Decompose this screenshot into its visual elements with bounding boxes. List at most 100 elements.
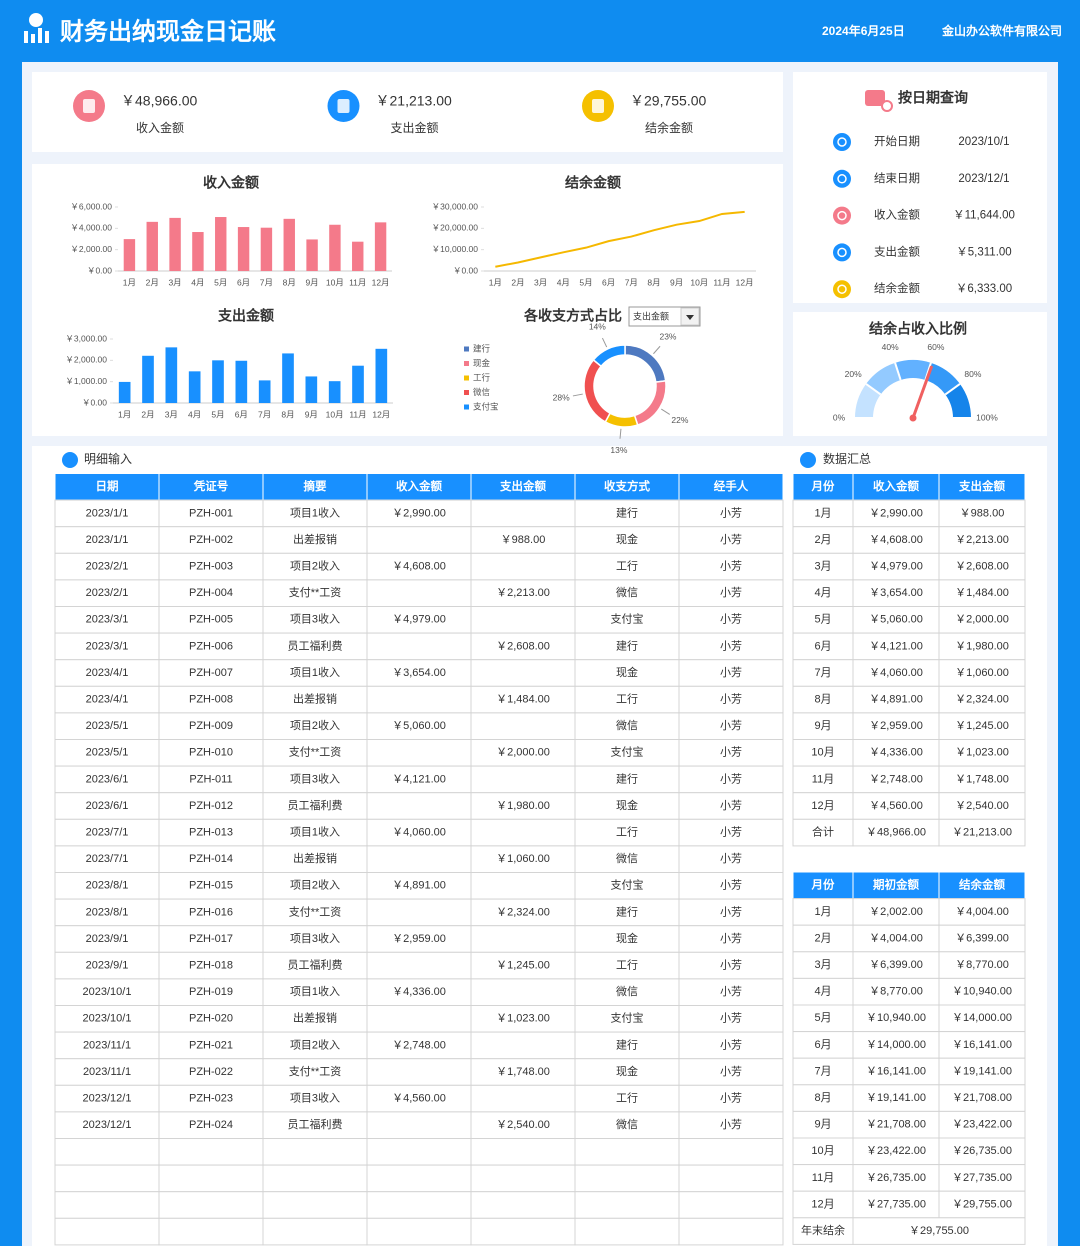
cell-text: 现金 xyxy=(616,931,638,945)
cell-text: 小芳 xyxy=(720,1011,742,1025)
cell-text: 小芳 xyxy=(720,1037,742,1051)
cell-text: 2023/6/1 xyxy=(86,773,129,785)
cell-text: ￥3,654.00 xyxy=(869,587,923,599)
table-cell xyxy=(852,792,940,820)
cell-text: ￥5,060.00 xyxy=(392,720,446,732)
table-cell xyxy=(158,526,264,554)
x-tick-label: 2月 xyxy=(146,277,159,287)
kpi-card xyxy=(32,72,783,152)
table-cell xyxy=(852,924,940,953)
cell-text: 小芳 xyxy=(720,612,742,626)
leader-line xyxy=(572,393,583,397)
x-tick-label: 11月 xyxy=(349,277,366,287)
bar xyxy=(305,376,318,403)
y-tick-label: ￥2,000.00 xyxy=(70,244,112,254)
bar xyxy=(165,347,178,403)
table-cell xyxy=(158,1217,264,1246)
table-cell xyxy=(574,978,680,1007)
x-tick-label: 12月 xyxy=(372,409,390,419)
table-cell xyxy=(938,552,1026,581)
cell-text: 出差报销 xyxy=(293,532,337,546)
table-cell xyxy=(792,712,854,741)
table-cell xyxy=(678,552,784,581)
cell-text: PZH-024 xyxy=(189,1119,233,1131)
y-tick-label: ￥20,000.00 xyxy=(432,223,479,233)
company: 金山办公软件有限公司 xyxy=(941,23,1062,38)
header-cell xyxy=(852,871,940,900)
cell-text: PZH-023 xyxy=(189,1093,233,1105)
cell-text: 7月 xyxy=(814,667,831,679)
table-cell xyxy=(470,552,576,581)
legend-swatch xyxy=(464,361,469,366)
table-cell xyxy=(262,685,368,714)
table-cell xyxy=(262,1084,368,1113)
bar xyxy=(212,360,224,403)
table-cell xyxy=(574,632,680,661)
cell-text: PZH-014 xyxy=(189,853,233,865)
table-cell xyxy=(54,1084,160,1113)
table-cell xyxy=(678,1111,784,1140)
cell-text: 6月 xyxy=(814,640,831,652)
table-cell xyxy=(158,1138,264,1166)
cell-text: 小芳 xyxy=(720,931,742,945)
cell-text: PZH-002 xyxy=(189,534,233,546)
section-icon xyxy=(62,452,78,468)
leader-line xyxy=(619,428,622,439)
table-cell xyxy=(54,1031,160,1060)
table-cell xyxy=(366,712,472,741)
cell-text: PZH-006 xyxy=(189,640,233,652)
cell-text: 10月 xyxy=(811,1145,834,1157)
column-header: 收入金额 xyxy=(396,479,442,493)
table-cell xyxy=(852,818,940,847)
cell-text: 2023/2/1 xyxy=(86,561,129,573)
query-icon xyxy=(833,169,851,188)
table-cell xyxy=(470,685,576,714)
table-cell xyxy=(678,712,784,741)
table-cell xyxy=(366,898,472,927)
table-cell xyxy=(678,1164,784,1193)
query-icon xyxy=(833,280,851,299)
cell-text: 2023/7/1 xyxy=(86,827,129,839)
cell-text: 小芳 xyxy=(720,692,742,706)
cell-text: 年末结余 xyxy=(801,1223,845,1237)
table-cell xyxy=(852,739,940,767)
table-cell xyxy=(366,632,472,661)
table-cell xyxy=(678,739,784,767)
table-cell xyxy=(574,1217,680,1246)
table-cell xyxy=(158,978,264,1007)
table-cell xyxy=(366,552,472,581)
table-cell xyxy=(262,606,368,634)
cell-text: 项目1收入 xyxy=(290,505,340,519)
gauge-band xyxy=(895,360,931,380)
leader-line xyxy=(653,345,661,355)
cell-text: PZH-016 xyxy=(189,906,233,918)
cell-text: 现金 xyxy=(616,1064,638,1078)
table-cell xyxy=(470,1217,576,1246)
x-tick-label: 3月 xyxy=(165,409,178,419)
x-tick-label: 10月 xyxy=(326,409,344,419)
table-cell xyxy=(938,818,1026,847)
cell-text: PZH-011 xyxy=(189,773,232,785)
table-cell xyxy=(574,951,680,980)
cell-text: ￥1,748.00 xyxy=(955,773,1009,785)
table-cell xyxy=(54,951,160,980)
table-cell xyxy=(158,685,264,714)
table-cell xyxy=(54,632,160,661)
cell-text: 10月 xyxy=(811,747,834,759)
table-cell xyxy=(852,606,940,634)
table-cell xyxy=(262,659,368,687)
cell-text: 小芳 xyxy=(720,665,742,679)
cell-text: 建行 xyxy=(616,904,638,918)
table-cell xyxy=(678,1217,784,1246)
cell-text: 2023/4/1 xyxy=(86,694,129,706)
query-icon-glyph xyxy=(837,174,847,184)
column-header: 收支方式 xyxy=(604,479,650,493)
cell-text: ￥4,121.00 xyxy=(392,773,446,785)
column-header: 经手人 xyxy=(714,479,749,493)
cell-text: ￥4,060.00 xyxy=(392,827,446,839)
bar xyxy=(352,365,364,403)
table-cell xyxy=(158,1031,264,1060)
table-cell xyxy=(852,898,940,926)
header-cell xyxy=(938,473,1026,501)
table-cell xyxy=(366,606,472,634)
